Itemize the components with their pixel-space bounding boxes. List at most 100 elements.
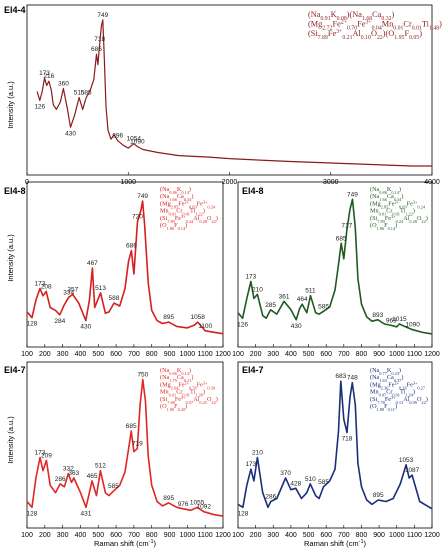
x-tick-label: 2000 (222, 179, 238, 186)
formula-line: (Na0.77K0.23) (370, 367, 401, 376)
x-tick-label: 3000 (323, 179, 339, 186)
peak-label: 128 (27, 510, 38, 517)
x-axis-label: Raman shift (cm-1) (304, 539, 367, 548)
peak-label: 748 (347, 375, 358, 382)
x-tick-label: 400 (285, 351, 297, 358)
x-tick-label: 200 (39, 351, 51, 358)
peak-label: 210 (252, 286, 263, 293)
plot-area: 100 200 300 400 500 600 700 800 900 1000 1100 12001… (232, 191, 440, 358)
peak-label: 750 (137, 372, 148, 379)
formula-line: (O1.86F0.14) (370, 222, 397, 231)
peak-label: 1087 (405, 467, 420, 474)
peak-label: 357 (67, 286, 78, 293)
x-tick-label: 600 (320, 351, 332, 358)
peak-label: 895 (163, 314, 174, 321)
panel-title: El4-8 (4, 186, 26, 196)
peak-label: 512 (95, 463, 106, 470)
peak-label: 430 (291, 323, 302, 330)
formula-line: (O1.80F0.20) (160, 403, 187, 412)
peak-label: 749 (97, 12, 108, 19)
peak-label: 1015 (392, 316, 407, 323)
x-tick-label: 1000 (120, 179, 136, 186)
x-tick-label: 1100 (198, 532, 213, 539)
formula-line: (Na0.86K0.14) (160, 367, 191, 376)
x-tick-label: 400 (75, 351, 87, 358)
panel-mid-left: El4-8 Intensity (a.u.) 100 200 300 400 500 60… (4, 181, 231, 358)
formula-line: (Na1.66Ca0.34) (160, 193, 193, 202)
x-tick-label: 600 (110, 532, 122, 539)
x-tick-label: 1200 (215, 351, 231, 358)
peak-label: 513 (95, 285, 106, 292)
x-tick-label: 1000 (389, 351, 405, 358)
peak-label: 893 (372, 312, 383, 319)
peak-label: 208 (41, 283, 52, 290)
x-tick-label: 300 (267, 532, 279, 539)
x-axis-label: Raman shift (cm-1) (94, 539, 157, 548)
peak-label: 585 (318, 303, 329, 310)
peak-label: 686 (91, 46, 102, 53)
peak-label: 588 (109, 295, 120, 302)
panel-title: El4-8 (242, 186, 264, 196)
x-tick-label: 400 (75, 532, 87, 539)
x-tick-label: 100 (21, 532, 33, 539)
peak-label: 286 (55, 476, 66, 483)
formula-line: Mn0.01Cr0.01Ti1.22) (370, 208, 415, 217)
x-tick-label: 1200 (424, 351, 440, 358)
plot-area: 0 1000 2000 3000 400017321612636043051558568… (25, 12, 440, 186)
spectrum-line (237, 380, 433, 510)
x-tick-label: 100 (232, 532, 244, 539)
x-tick-label: 400 (285, 532, 297, 539)
panel-title: El4-7 (4, 365, 26, 375)
x-tick-label: 500 (92, 351, 104, 358)
peak-label: 585 (81, 89, 92, 96)
peak-label: 126 (34, 103, 45, 110)
x-tick-label: 1200 (424, 532, 440, 539)
peak-label: 515 (74, 89, 85, 96)
formula-line: (Si7.89Fe3+0.21Al0.10O22)(O1.95F0.05) (308, 29, 422, 41)
x-tick-label: 500 (303, 351, 315, 358)
peak-label: 685 (336, 235, 347, 242)
panel-top: El4-4 Intensity (a.u.) 0 1000 2000 3000 4000… (4, 4, 442, 186)
y-axis-label: Intensity (a.u.) (6, 234, 15, 282)
spectrum-line (26, 200, 224, 335)
peak-label: 370 (280, 470, 291, 477)
peak-label: 431 (81, 510, 92, 517)
peak-label: 210 (252, 449, 263, 456)
formula-block: (Na0.86K0.14)(Na1.66Ca0.34)(Mg2.85Fe2+0.… (370, 186, 428, 231)
peak-label: 585 (318, 479, 329, 486)
plot-area: 100 200 300 400 500 600 700 800 900 1000 1100 12001… (21, 372, 231, 539)
x-tick-label: 300 (57, 532, 69, 539)
formula-line: Mn0.01Cr0.01Ti1.22) (160, 208, 205, 217)
peak-label: 896 (112, 133, 123, 140)
plot-area: 100 200 300 400 500 600 700 800 900 1000 1100 12001… (232, 373, 440, 539)
panel-title: El4-7 (242, 365, 264, 375)
plot-frame (237, 361, 433, 529)
peak-label: 1090 (405, 322, 420, 329)
formula-line: Mn0.07Cr0.01Ti1.24) (370, 389, 415, 398)
plot-area: 100 200 300 400 500 600 700 800 900 1000 1100 12001… (21, 193, 231, 358)
x-tick-label: 200 (250, 532, 262, 539)
peak-label: 1055 (190, 499, 205, 506)
peak-label: 126 (237, 321, 248, 328)
peak-label: 1092 (197, 504, 212, 511)
x-tick-label: 200 (250, 351, 262, 358)
peak-label: 173 (245, 274, 256, 281)
formula-block: (Na0.91K0.08)(Na1.68Ca0.32)(Mg2.72Fe2+0.… (308, 10, 442, 41)
x-tick-label: 900 (164, 351, 176, 358)
x-tick-label: 500 (92, 532, 104, 539)
peak-label: 718 (94, 36, 105, 43)
formula-line: (Mg2.85Fe2+0.69Fe3+0.24 (160, 199, 216, 209)
formula-line: (Na0.91K0.08)(Na1.68Ca0.32) (308, 10, 395, 22)
x-tick-label: 1000 (389, 532, 405, 539)
x-tick-label: 1100 (198, 351, 213, 358)
x-tick-label: 900 (373, 351, 385, 358)
formula-line: (Mg2.36Fe2+0.26Fe3+0.27 (370, 380, 426, 390)
formula-line: (Mg2.85Fe2+0.69Fe3+0.24 (370, 199, 426, 209)
peak-label: 686 (126, 243, 137, 250)
peak-label: 363 (68, 470, 79, 477)
peak-label: 895 (373, 492, 384, 499)
x-tick-label: 1000 (180, 532, 196, 539)
panel-mid-right: El4-8 100 200 300 400 500 600 700 800 900 1000 110… (232, 181, 440, 358)
peak-label: 428 (290, 480, 301, 487)
